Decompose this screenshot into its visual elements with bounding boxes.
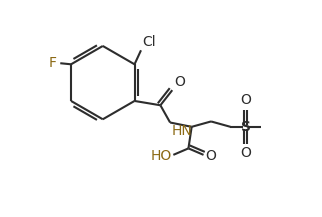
Text: F: F bbox=[49, 56, 57, 70]
Text: O: O bbox=[174, 75, 185, 89]
Text: O: O bbox=[205, 148, 216, 163]
Text: Cl: Cl bbox=[142, 35, 156, 49]
Text: HO: HO bbox=[151, 148, 172, 163]
Text: O: O bbox=[240, 94, 251, 107]
Text: O: O bbox=[240, 146, 251, 160]
Text: S: S bbox=[241, 120, 251, 134]
Text: HN: HN bbox=[171, 124, 192, 138]
